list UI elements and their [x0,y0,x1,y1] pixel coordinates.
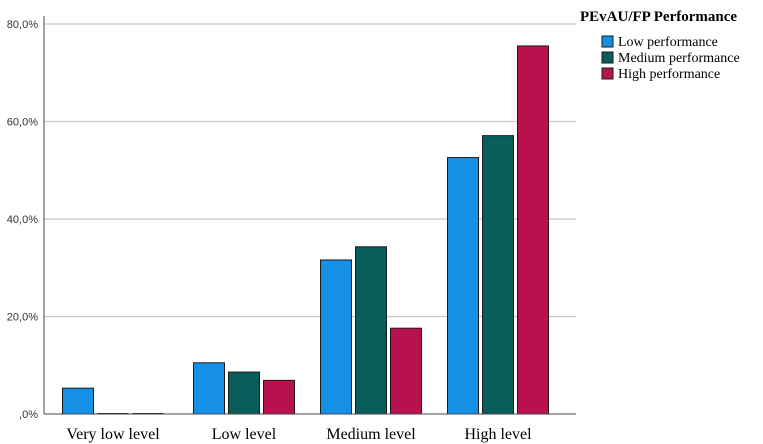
y-tick-label: ,0% [19,409,38,421]
bar [517,45,549,415]
bar [320,259,352,415]
bar [62,387,94,415]
x-category-label: High level [464,426,532,443]
bar [193,362,225,415]
legend-title: PEvAU/FP Performance [580,9,737,25]
legend-swatch [601,51,614,64]
y-tick-label: 60,0% [7,117,38,129]
legend: PEvAU/FP Performance Low performanceMedi… [580,9,740,82]
bar [482,135,514,415]
legend-label: Medium performance [618,51,740,66]
axes [43,16,576,415]
x-category-label: Low level [212,426,277,443]
x-axis-categories: Very low level Low level Medium level High … [66,426,532,443]
y-tick-label: 20,0% [7,312,38,324]
x-category-label: Medium level [326,426,416,443]
bar [447,157,479,415]
y-tick-label: 40,0% [7,214,38,226]
y-tick-label: 80,0% [7,19,38,31]
bar [228,371,260,415]
legend-swatch [601,67,614,80]
y-axis-ticks: ,0% 20,0% 40,0% 60,0% 80,0% [7,19,38,421]
bar [390,327,422,415]
bar [263,379,295,415]
bars [62,45,549,415]
legend-label: Low performance [618,35,718,50]
bar [355,246,387,415]
x-category-label: Very low level [66,426,160,443]
legend-label: High performance [618,67,720,82]
legend-swatch [601,35,614,48]
